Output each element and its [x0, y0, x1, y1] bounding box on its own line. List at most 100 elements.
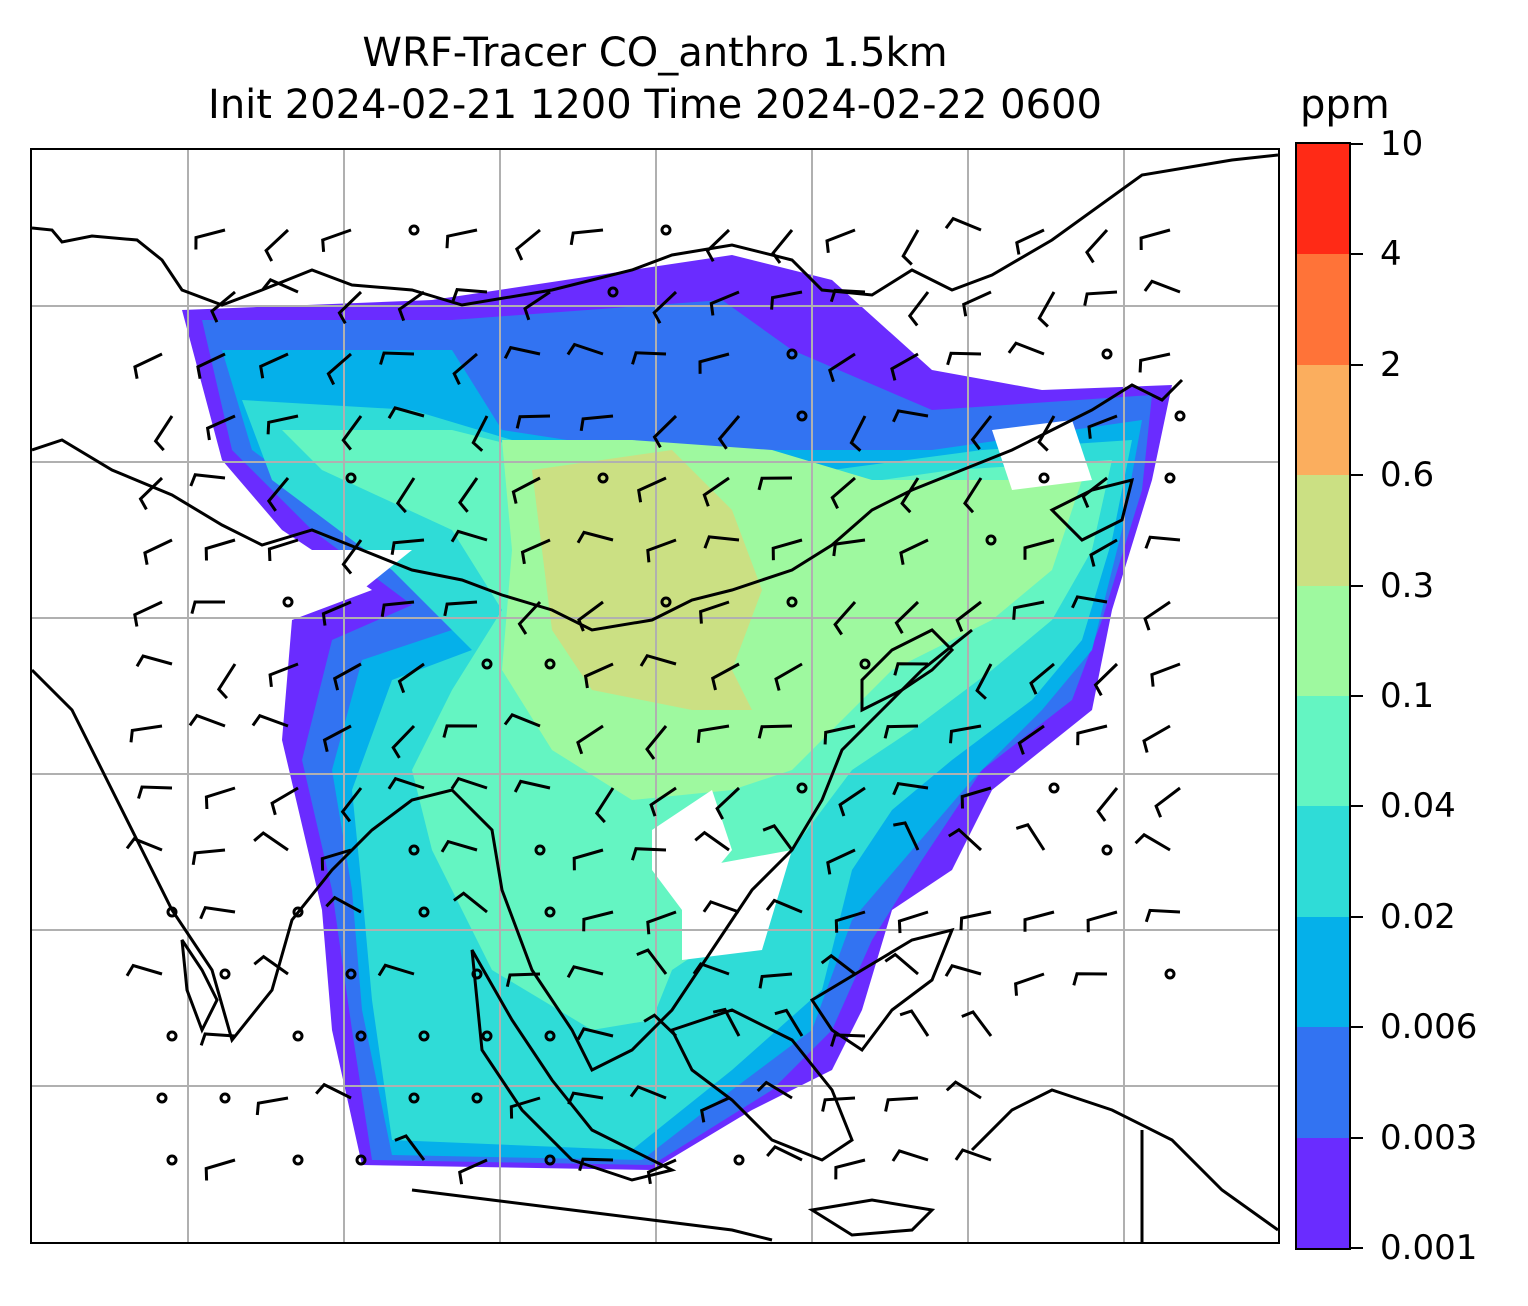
calm-circle — [166, 1030, 178, 1042]
wind-barb — [1144, 908, 1181, 923]
wind-barb — [566, 342, 604, 356]
coastlines — [32, 153, 1278, 1242]
wind-barb — [694, 830, 730, 852]
wind-barb — [1087, 414, 1118, 439]
wind-barb — [332, 662, 362, 691]
wind-barb — [892, 409, 929, 423]
colorbar-segment — [1297, 1137, 1349, 1248]
wind-barb — [450, 529, 488, 543]
calm-circle — [345, 472, 357, 484]
wind-barb — [567, 1091, 604, 1105]
wind-barb — [946, 351, 982, 366]
wind-barb — [1089, 538, 1118, 567]
calm-wind-circles — [156, 224, 1186, 1166]
wind-barb — [955, 600, 982, 632]
calm-circle — [534, 844, 546, 856]
wind-barb — [893, 821, 920, 851]
wind-barb — [696, 724, 730, 743]
wind-barb — [569, 228, 604, 246]
wind-barb — [578, 1157, 614, 1172]
wind-barb — [320, 848, 352, 871]
map-panel[interactable] — [30, 148, 1280, 1244]
wind-barb — [944, 216, 982, 232]
wind-barb — [579, 414, 614, 432]
calm-circle — [660, 596, 672, 608]
wind-barb — [1096, 787, 1119, 822]
wind-barb — [143, 538, 173, 565]
wind-barb — [821, 1096, 856, 1112]
wind-barb — [391, 724, 416, 759]
wind-barb — [826, 848, 856, 875]
wind-barb — [645, 725, 668, 760]
wind-barb — [1037, 291, 1056, 328]
wind-barb — [1076, 724, 1108, 746]
wind-barb — [1142, 724, 1171, 753]
wind-barb — [643, 1013, 678, 1038]
wind-barb — [703, 535, 740, 549]
wind-barb — [899, 538, 929, 565]
wind-barb — [255, 1096, 289, 1116]
wind-barb — [1085, 228, 1109, 264]
wind-barb — [322, 724, 352, 753]
calm-circle — [786, 596, 798, 608]
wind-barb — [960, 786, 992, 809]
wind-barb — [395, 477, 416, 514]
colorbar-segment — [1297, 1027, 1349, 1138]
wind-barb — [1134, 832, 1171, 852]
colorbar-tick-label: 0.006 — [1380, 1007, 1478, 1048]
calm-circle — [418, 1030, 430, 1042]
calm-circle — [471, 968, 483, 980]
wind-barb — [891, 1149, 929, 1162]
wind-barb — [515, 414, 551, 429]
wind-barb — [341, 415, 363, 451]
wind-barb — [757, 476, 793, 491]
wind-barb — [774, 1008, 804, 1037]
wind-barb — [699, 600, 730, 624]
map-canvas — [32, 150, 1278, 1242]
wind-barb — [251, 713, 289, 728]
wind-barb — [962, 290, 992, 317]
field-layer-7 — [532, 450, 762, 710]
calm-circle — [219, 1092, 231, 1104]
wind-barb — [828, 352, 856, 383]
wind-barb — [270, 786, 299, 816]
wind-barb — [823, 724, 856, 745]
wind-barb — [572, 848, 604, 871]
wind-barb — [832, 538, 866, 557]
wind-barb — [717, 415, 741, 450]
wind-barb — [453, 891, 488, 914]
wind-barb — [702, 900, 740, 914]
wind-barb — [959, 910, 992, 931]
wind-barb — [1015, 228, 1045, 255]
wind-barb — [190, 600, 225, 614]
colorbar-tick — [1351, 253, 1363, 256]
calm-circle — [408, 844, 420, 856]
wind-barb — [766, 1145, 803, 1162]
wind-barb — [397, 290, 425, 322]
wind-barb — [471, 415, 489, 452]
wind-barb — [639, 653, 677, 667]
wind-barb — [637, 476, 667, 503]
wind-barb — [199, 1032, 236, 1046]
colorbar-tick-label: 0.001 — [1380, 1228, 1478, 1268]
wind-barb — [253, 831, 289, 852]
wind-barb — [838, 786, 866, 817]
wind-barb — [204, 786, 236, 810]
wind-barb — [440, 839, 478, 853]
wind-barb — [576, 724, 604, 755]
wind-barb — [137, 785, 173, 799]
wind-barb — [341, 539, 363, 575]
wind-barb — [1023, 538, 1055, 560]
wind-barb — [705, 228, 731, 263]
wind-barb — [947, 827, 983, 852]
calm-circle — [418, 906, 430, 918]
calm-circle — [355, 1154, 367, 1166]
wind-barb — [700, 1096, 730, 1123]
calm-circle — [544, 1154, 556, 1166]
wind-barb — [125, 963, 163, 977]
wind-barb — [511, 476, 541, 504]
wind-barb — [901, 229, 920, 266]
wind-barb — [205, 414, 236, 441]
wind-barb — [443, 600, 478, 617]
calm-circle — [166, 906, 178, 918]
